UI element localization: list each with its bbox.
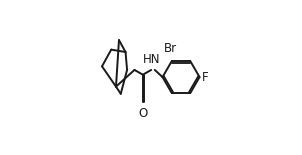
Text: F: F xyxy=(202,71,209,84)
Text: Br: Br xyxy=(164,42,177,55)
Text: HN: HN xyxy=(143,53,160,66)
Text: O: O xyxy=(138,107,147,120)
